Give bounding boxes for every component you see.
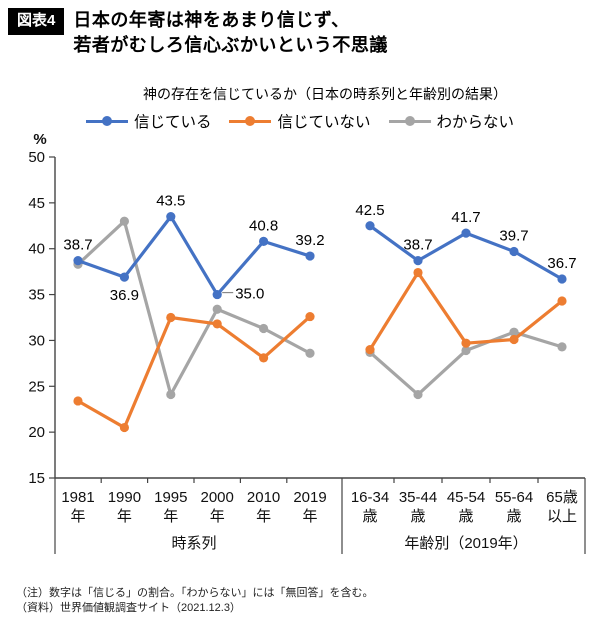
- svg-text:年: 年: [256, 508, 271, 525]
- footnotes: （注）数字は「信じる」の割合。「わからない」には「無回答」を含む。 （資料）世界…: [16, 586, 374, 617]
- svg-text:42.5: 42.5: [355, 202, 384, 219]
- title-line-2: 若者がむしろ信心ぶかいという不思議: [73, 35, 388, 56]
- svg-text:20: 20: [28, 424, 45, 441]
- svg-text:2000: 2000: [201, 489, 234, 506]
- svg-text:36.7: 36.7: [547, 255, 576, 272]
- legend-dot-icon: [404, 116, 415, 126]
- line-chart: 15 20 25 30 35 40 45 50% 1981 年 1990 年 1995 年 2000 年 201…: [28, 131, 586, 554]
- series-信じている: [73, 212, 567, 300]
- legend-line-dot-icon: [388, 115, 431, 127]
- svg-text:1990: 1990: [108, 489, 141, 506]
- svg-text:41.7: 41.7: [451, 209, 480, 226]
- svg-text:65歳: 65歳: [546, 489, 578, 506]
- svg-text:43.5: 43.5: [156, 193, 185, 210]
- svg-text:35-44: 35-44: [399, 489, 437, 506]
- legend-dot-icon: [101, 116, 112, 126]
- svg-text:45: 45: [28, 195, 45, 212]
- source-line: （資料）世界価値観調査サイト（2021.12.3）: [16, 602, 241, 615]
- svg-text:2019: 2019: [293, 489, 326, 506]
- axes: 15 20 25 30 35 40 45 50%: [28, 131, 586, 554]
- svg-text:30: 30: [28, 332, 45, 349]
- svg-text:1981: 1981: [61, 489, 94, 506]
- svg-text:歳: 歳: [410, 508, 425, 525]
- legend-label-dont-know: わからない: [436, 114, 515, 131]
- svg-text:45-54: 45-54: [447, 489, 485, 506]
- legend-item-not-believe: 信じていない: [229, 110, 371, 132]
- svg-text:35.0: 35.0: [235, 286, 264, 303]
- svg-text:55-64: 55-64: [495, 489, 533, 506]
- svg-text:38.7: 38.7: [63, 237, 92, 254]
- svg-text:35: 35: [28, 287, 45, 304]
- note-line: （注）数字は「信じる」の割合。「わからない」には「無回答」を含む。: [16, 587, 374, 599]
- header: 図表4 日本の年寄は神をあまり信じず、 若者がむしろ信心ぶかいという不思議: [8, 8, 388, 58]
- svg-text:時系列: 時系列: [171, 535, 216, 552]
- figure-badge: 図表4: [8, 8, 65, 35]
- svg-text:40: 40: [28, 241, 45, 258]
- legend-dot-icon: [245, 116, 256, 126]
- svg-text:歳: 歳: [362, 508, 377, 525]
- svg-text:1995: 1995: [154, 489, 187, 506]
- svg-text:歳: 歳: [506, 508, 521, 525]
- legend-line-dot-icon: [85, 115, 128, 127]
- svg-text:39.2: 39.2: [295, 232, 324, 249]
- svg-text:歳: 歳: [458, 508, 473, 525]
- svg-text:36.9: 36.9: [110, 287, 139, 304]
- title-line-1: 日本の年寄は神をあまり信じず、: [73, 10, 350, 30]
- svg-text:25: 25: [28, 378, 45, 395]
- svg-text:年: 年: [70, 508, 85, 525]
- svg-text:2010: 2010: [247, 489, 280, 506]
- svg-text:%: %: [33, 131, 46, 148]
- svg-text:16-34: 16-34: [351, 489, 389, 506]
- series-信じていない: [73, 267, 567, 433]
- svg-text:年: 年: [117, 508, 132, 525]
- legend-item-believe: 信じている: [85, 110, 212, 132]
- svg-text:15: 15: [28, 470, 45, 487]
- svg-text:40.8: 40.8: [249, 217, 278, 234]
- svg-text:50: 50: [28, 149, 45, 166]
- chart-legend: 信じている 信じていない わからない: [0, 110, 600, 132]
- svg-text:年: 年: [163, 508, 178, 525]
- page-title: 日本の年寄は神をあまり信じず、 若者がむしろ信心ぶかいという不思議: [73, 8, 388, 58]
- legend-line-dot-icon: [229, 115, 272, 127]
- svg-text:年: 年: [210, 508, 225, 525]
- legend-label-believe: 信じている: [133, 114, 212, 131]
- svg-text:年齢別（2019年）: 年齢別（2019年）: [404, 535, 527, 552]
- legend-label-not-believe: 信じていない: [277, 114, 371, 131]
- svg-text:以上: 以上: [547, 508, 577, 525]
- svg-text:年: 年: [302, 508, 317, 525]
- data-labels-信じている: 38.7 36.9 43.5 35.0 40.8 39.2 42.5 38.7 41.7 39.7…: [63, 193, 576, 305]
- svg-text:39.7: 39.7: [499, 227, 528, 244]
- legend-item-dont-know: わからない: [388, 110, 515, 132]
- chart-subtitle: 神の存在を信じているか（日本の時系列と年齢別の結果）: [143, 86, 507, 102]
- svg-text:38.7: 38.7: [403, 237, 432, 254]
